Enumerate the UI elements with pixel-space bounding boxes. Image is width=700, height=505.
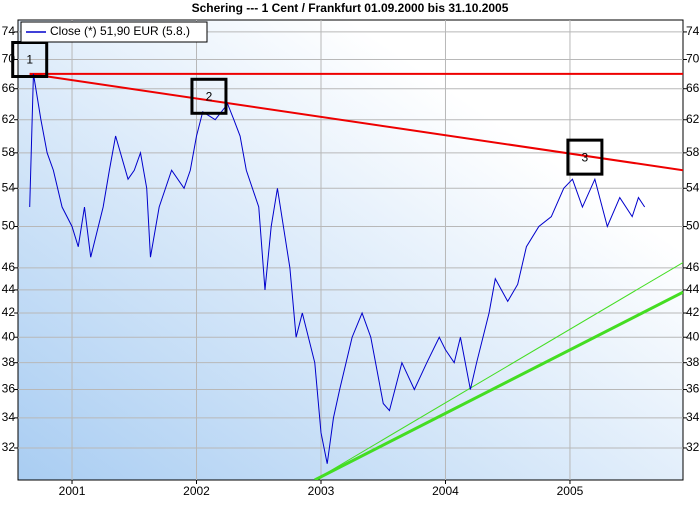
legend: Close (*) 51,90 EUR (5.8.) <box>26 24 190 38</box>
chart-title: Schering --- 1 Cent / Frankfurt 01.09.20… <box>192 1 509 15</box>
y-tick-label: 40 <box>2 329 16 343</box>
y-tick-label: 50 <box>686 219 700 233</box>
trend-line <box>314 262 683 480</box>
y-tick-label: 38 <box>2 355 16 369</box>
y-tick-label: 38 <box>686 355 700 369</box>
y-tick-label: 40 <box>686 329 700 343</box>
y-tick-label: 58 <box>686 145 700 159</box>
y-tick-label: 42 <box>2 305 16 319</box>
y-tick-label: 62 <box>686 112 700 126</box>
annotation-label: 2 <box>206 89 213 103</box>
y-tick-label: 66 <box>686 81 700 95</box>
y-tick-label: 70 <box>686 52 700 66</box>
y-tick-label: 46 <box>2 260 16 274</box>
y-tick-label: 32 <box>2 440 16 454</box>
annotation-label: 3 <box>582 150 589 164</box>
y-tick-label: 50 <box>2 219 16 233</box>
plot-area <box>17 19 684 481</box>
legend-box <box>20 21 208 43</box>
y-tick-label: 34 <box>2 410 16 424</box>
annotation-label: 1 <box>26 53 33 67</box>
y-tick-label: 54 <box>686 180 700 194</box>
marks <box>29 72 683 480</box>
price-line <box>29 73 646 464</box>
annotation-box <box>190 77 228 115</box>
y-tick-label: 46 <box>686 260 700 274</box>
y-tick-label: 34 <box>686 410 700 424</box>
y-tick-label: 36 <box>2 382 16 396</box>
x-tick-label: 2003 <box>308 484 335 498</box>
y-tick-label: 36 <box>686 382 700 396</box>
x-tick-label: 2004 <box>432 484 459 498</box>
legend-label: Close (*) 51,90 EUR (5.8.) <box>50 24 190 38</box>
y-tick-label: 66 <box>2 81 16 95</box>
y-tick-label: 62 <box>2 112 16 126</box>
y-tick-label: 74 <box>2 24 16 38</box>
annotation-box <box>566 138 604 176</box>
y-tick-label: 32 <box>686 440 700 454</box>
trend-line <box>314 290 683 480</box>
y-tick-label: 74 <box>686 24 700 38</box>
y-tick-label: 58 <box>2 145 16 159</box>
y-tick-label: 54 <box>2 180 16 194</box>
trend-line <box>29 72 683 172</box>
y-tick-label: 42 <box>686 305 700 319</box>
x-tick-label: 2001 <box>59 484 86 498</box>
annotation-box <box>11 41 49 79</box>
y-tick-label: 44 <box>686 282 700 296</box>
grid <box>14 20 687 484</box>
x-tick-label: 2005 <box>557 484 584 498</box>
x-tick-label: 2002 <box>183 484 210 498</box>
y-tick-label: 44 <box>2 282 16 296</box>
